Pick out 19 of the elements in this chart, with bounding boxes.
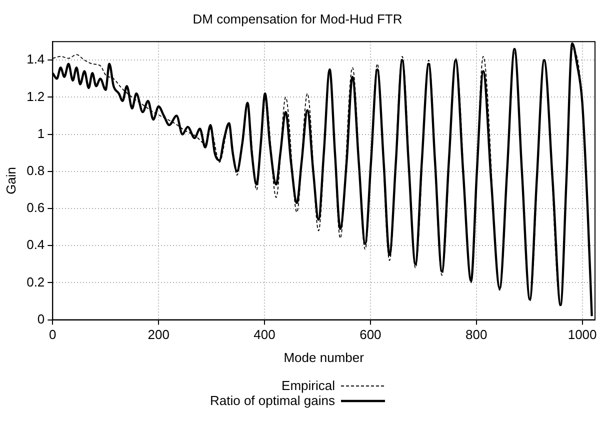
- y-tick-label: 1: [37, 126, 45, 141]
- y-tick-label: 0.4: [26, 237, 45, 252]
- y-tick-label: 1.4: [26, 52, 45, 67]
- x-axis-title: Mode number: [284, 350, 365, 365]
- x-tick-label: 800: [466, 327, 488, 342]
- legend-label: Ratio of optimal gains: [210, 393, 335, 408]
- legend-label: Empirical: [282, 378, 335, 393]
- y-axis-title: Gain: [3, 166, 18, 194]
- chart-title: DM compensation for Mod-Hud FTR: [192, 11, 402, 26]
- x-tick-label: 400: [254, 327, 276, 342]
- x-tick-label: 600: [360, 327, 382, 342]
- y-tick-label: 0.2: [26, 274, 45, 290]
- y-tick-label: 0.6: [26, 200, 45, 216]
- y-tick-label: 0: [37, 311, 45, 326]
- y-tick-label: 1.2: [26, 88, 45, 104]
- x-tick-label: 0: [49, 327, 56, 342]
- y-tick-label: 0.8: [26, 163, 45, 178]
- x-tick-label: 1000: [568, 327, 597, 342]
- x-tick-label: 200: [148, 327, 170, 342]
